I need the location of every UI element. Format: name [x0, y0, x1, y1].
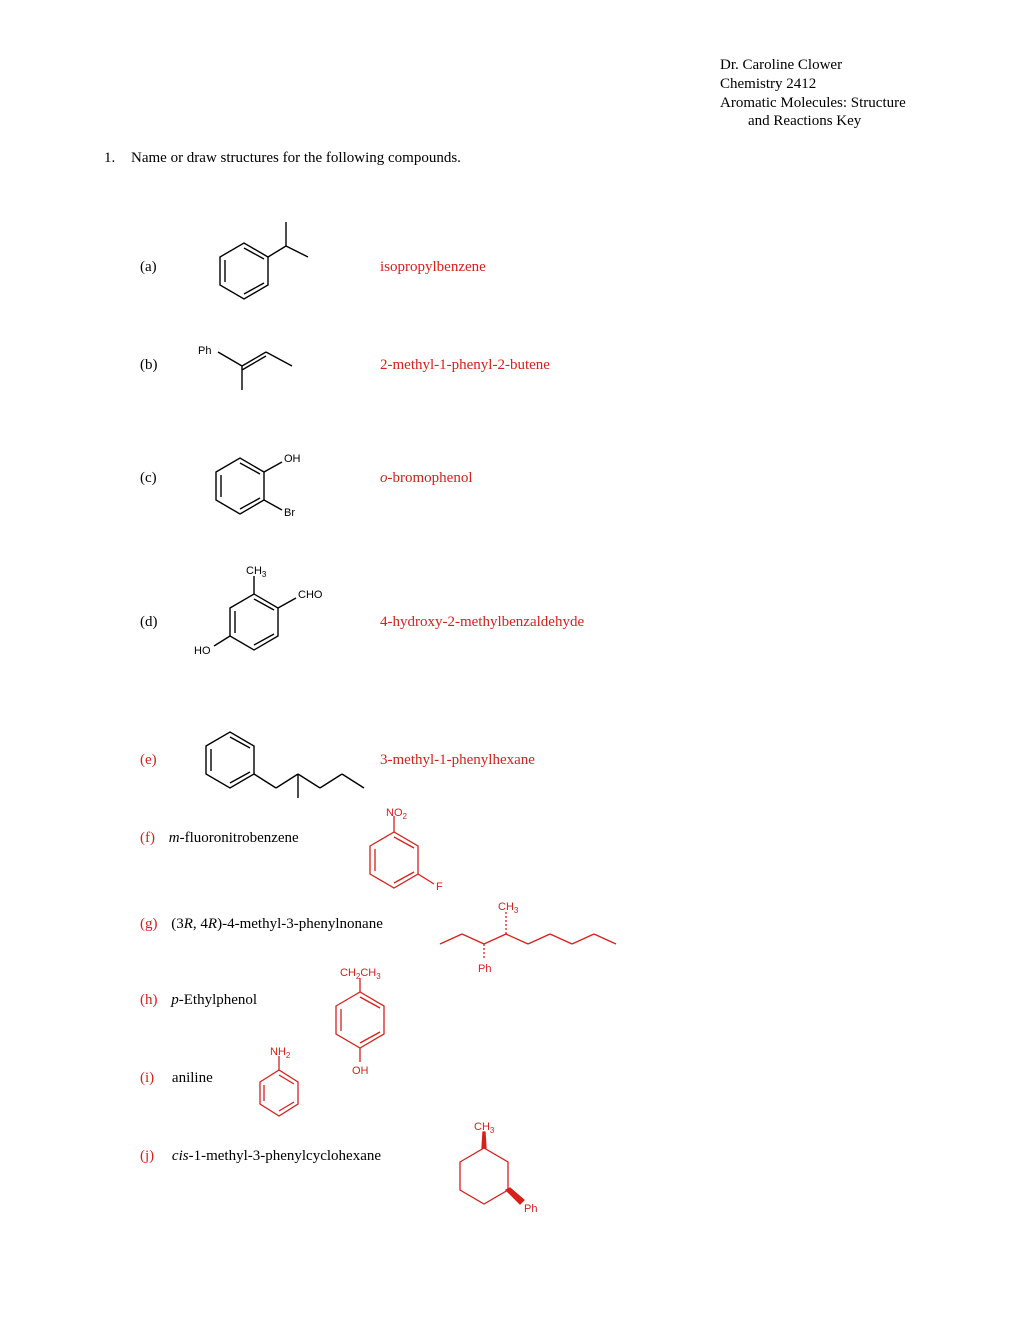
- item-c: (c) OH Br o-bromophenol: [140, 428, 472, 528]
- item-b: (b) Ph 2-methyl-1-phenyl-2-butene: [140, 330, 550, 400]
- header-line-2: Chemistry 2412: [720, 75, 906, 94]
- item-f-prefix: m: [169, 830, 180, 846]
- item-g-r1: R: [184, 916, 193, 932]
- item-b-label: (b): [140, 357, 180, 374]
- item-j: (j) cis-1-methyl-3-phenylcyclohexane: [140, 1148, 381, 1165]
- item-i: (i) aniline: [140, 1070, 213, 1087]
- item-h-post: -Ethylphenol: [179, 992, 257, 1008]
- item-d-structure: CH3 CHO HO: [180, 562, 380, 682]
- i-nh2-label: NH2: [270, 1046, 291, 1060]
- item-a-answer: isopropylbenzene: [380, 259, 486, 276]
- item-e-answer: 3-methyl-1-phenylhexane: [380, 752, 535, 769]
- item-b-structure: Ph: [180, 330, 380, 400]
- item-g-label: (g): [140, 916, 158, 932]
- h-ch2ch3-label: CH2CH3: [340, 967, 381, 981]
- item-d-label: (d): [140, 614, 180, 631]
- item-j-name: cis-1-methyl-3-phenylcyclohexane: [172, 1148, 381, 1164]
- item-g-r2: R: [208, 916, 217, 932]
- item-c-post: -bromophenol: [388, 470, 473, 486]
- item-i-label: (i): [140, 1070, 154, 1086]
- item-g-post: )-4-methyl-3-phenylnonane: [217, 916, 383, 932]
- g-ph-label: Ph: [478, 963, 491, 975]
- item-j-label: (j): [140, 1148, 154, 1164]
- page-header: Dr. Caroline Clower Chemistry 2412 Aroma…: [720, 56, 906, 131]
- ho-label: HO: [194, 645, 211, 657]
- ch3-label: CH3: [246, 565, 267, 579]
- item-b-answer: 2-methyl-1-phenyl-2-butene: [380, 357, 550, 374]
- h-oh-label: OH: [352, 1065, 369, 1077]
- item-c-answer: o-bromophenol: [380, 470, 472, 487]
- j-ph-label: Ph: [524, 1203, 537, 1215]
- no2-label: NO2: [386, 808, 408, 821]
- header-line-4: and Reactions Key: [720, 112, 906, 131]
- item-j-post: -1-methyl-3-phenylcyclohexane: [189, 1148, 381, 1164]
- question-stem: 1. Name or draw structures for the follo…: [104, 150, 461, 167]
- item-f: (f) m-fluoronitrobenzene: [140, 830, 299, 847]
- item-g-name: (3R, 4R)-4-methyl-3-phenylnonane: [171, 916, 383, 932]
- item-f-structure: NO2 F: [340, 808, 450, 908]
- item-i-structure: NH2: [244, 1046, 314, 1136]
- j-ch3-label: CH3: [474, 1121, 495, 1135]
- item-j-structure: CH3 Ph: [430, 1118, 550, 1228]
- item-c-structure: OH Br: [180, 428, 380, 528]
- cho-label: CHO: [298, 589, 323, 601]
- g-ch3-label: CH3: [498, 901, 519, 915]
- item-h-name: p-Ethylphenol: [171, 992, 257, 1008]
- item-d: (d) CH3 CHO HO 4-hydroxy-2-methylbenzald…: [140, 562, 584, 682]
- item-f-name: m-fluoronitrobenzene: [169, 830, 299, 846]
- item-e: (e) 3-methyl-1-phenylhexane: [140, 710, 535, 810]
- item-a: (a) isopropylbenzene: [140, 212, 486, 322]
- item-h-label: (h): [140, 992, 158, 1008]
- item-d-answer: 4-hydroxy-2-methylbenzaldehyde: [380, 614, 584, 631]
- ph-label: Ph: [198, 345, 211, 357]
- item-h-prefix: p: [171, 992, 179, 1008]
- header-line-3: Aromatic Molecules: Structure: [720, 94, 906, 113]
- item-f-post: -fluoronitrobenzene: [180, 830, 299, 846]
- item-j-prefix: cis: [172, 1148, 189, 1164]
- question-number: 1.: [104, 150, 115, 166]
- br-label: Br: [284, 507, 295, 519]
- item-g-mid: , 4: [193, 916, 208, 932]
- header-line-1: Dr. Caroline Clower: [720, 56, 906, 75]
- item-a-structure: [180, 212, 380, 322]
- f-label: F: [436, 881, 443, 893]
- item-g: (g) (3R, 4R)-4-methyl-3-phenylnonane: [140, 916, 383, 933]
- item-e-label: (e): [140, 752, 180, 769]
- item-i-name: aniline: [172, 1070, 213, 1086]
- item-e-structure: [180, 710, 380, 810]
- oh-label: OH: [284, 453, 301, 465]
- item-g-structure: CH3 Ph: [430, 896, 650, 976]
- item-g-pre: (3: [171, 916, 184, 932]
- item-f-label: (f): [140, 830, 155, 846]
- item-a-label: (a): [140, 259, 180, 276]
- item-c-prefix: o: [380, 470, 388, 486]
- question-text: Name or draw structures for the followin…: [131, 150, 461, 166]
- item-h-structure: CH2CH3 OH: [310, 966, 400, 1086]
- item-c-label: (c): [140, 470, 180, 487]
- item-h: (h) p-Ethylphenol: [140, 992, 257, 1009]
